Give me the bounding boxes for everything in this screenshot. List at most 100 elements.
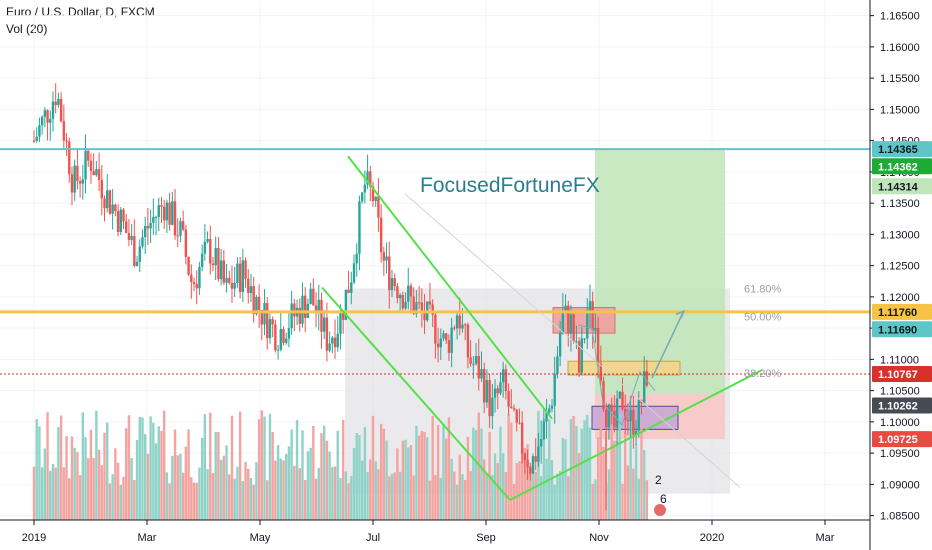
volume-bar — [168, 483, 171, 520]
volume-bar — [65, 436, 68, 520]
candle-body — [496, 388, 499, 394]
volume-bar — [491, 474, 494, 520]
candle-body — [236, 263, 239, 284]
candle-body — [388, 256, 391, 291]
candle-body — [464, 324, 467, 326]
candle-body — [605, 409, 608, 428]
volume-bar — [190, 477, 193, 520]
volume-bar — [507, 414, 510, 520]
candle-body — [515, 409, 518, 423]
candle-body — [106, 190, 109, 209]
price-label: 1.10767 — [872, 365, 932, 382]
badge-top: 2 — [655, 473, 662, 487]
candle-body — [181, 221, 185, 230]
volume-bar — [480, 428, 483, 520]
volume-bar — [385, 440, 388, 520]
candle-body — [127, 232, 131, 240]
candle-body — [442, 333, 445, 339]
y-tick-label: 1.10000 — [880, 417, 920, 429]
resistance-box — [567, 360, 681, 376]
candle-body — [569, 314, 573, 334]
volume-bar — [618, 414, 621, 520]
volume-bar — [561, 437, 565, 520]
volume-bar — [219, 459, 223, 520]
candle-body — [206, 239, 209, 242]
x-tick-label: May — [250, 532, 271, 544]
candle-body — [626, 419, 630, 422]
volume-bar — [114, 448, 117, 520]
x-tick-label: Nov — [589, 532, 609, 544]
price-label-bg — [872, 431, 932, 448]
volume-bar — [423, 432, 426, 520]
y-tick-label: 1.15500 — [880, 73, 920, 85]
candle-body — [352, 263, 356, 283]
candle-body — [92, 171, 95, 176]
price-label-bg — [872, 141, 932, 158]
volume-bar — [49, 470, 52, 520]
volume-bar — [412, 475, 415, 520]
candle-body — [57, 98, 60, 105]
candle-body — [276, 349, 280, 351]
price-label: 1.11690 — [872, 321, 932, 338]
volume-bar — [133, 479, 136, 520]
volume-bar — [472, 427, 475, 520]
x-tick-label: Mar — [138, 532, 157, 544]
volume-bar — [550, 460, 554, 520]
volume-bar — [398, 471, 402, 520]
y-tick-label: 1.16500 — [880, 11, 920, 23]
candle-body — [301, 295, 304, 324]
volume-bar — [469, 471, 472, 520]
candle-body — [491, 397, 494, 417]
candle-body — [317, 299, 320, 313]
candle-body — [534, 456, 537, 462]
candle-body — [328, 343, 331, 351]
candle-body — [184, 229, 188, 257]
candle-body — [108, 190, 112, 214]
price-label: 1.11760 — [872, 303, 932, 320]
volume-bar — [393, 472, 396, 520]
volume-bar — [553, 484, 556, 520]
volume-bar — [596, 437, 600, 520]
volume-bar — [81, 412, 85, 520]
candle-body — [472, 363, 475, 365]
volume-bar — [135, 439, 139, 520]
candle-body — [249, 286, 253, 294]
candle-body — [634, 430, 638, 435]
candle-body — [162, 206, 166, 221]
volume-bar — [556, 473, 559, 520]
candle-body — [423, 310, 426, 321]
candle-body — [564, 305, 567, 311]
volume-bar — [154, 443, 158, 520]
volume-bar — [198, 467, 201, 520]
volume-bar — [214, 431, 217, 520]
volume-bar — [301, 430, 304, 520]
price-label-text: 1.14365 — [878, 144, 918, 156]
price-label-bg — [872, 321, 932, 338]
volume-bar — [510, 422, 513, 520]
price-label-bg — [872, 178, 932, 195]
candle-body — [469, 357, 472, 364]
volume-bar — [526, 444, 529, 520]
volume-bar — [179, 453, 182, 520]
candle-body — [371, 186, 375, 202]
volume-bar — [317, 467, 320, 520]
candle-body — [222, 260, 226, 283]
volume-bar — [325, 440, 329, 520]
volume-bar — [38, 426, 41, 520]
candle-body — [255, 296, 258, 315]
price-label-bg — [872, 158, 932, 175]
candle-body — [225, 277, 228, 283]
volume-bar — [610, 416, 613, 520]
volume-bar — [322, 425, 326, 520]
candle-body — [396, 286, 399, 299]
volume-bar — [84, 436, 87, 520]
candle-body — [238, 263, 242, 292]
volume-bar — [200, 437, 204, 520]
candle-body — [252, 286, 255, 315]
candle-body — [171, 201, 174, 225]
candle-body — [125, 221, 128, 233]
x-tick-label: 2019 — [22, 532, 46, 544]
volume-bar — [106, 422, 109, 520]
candle-body — [81, 179, 85, 184]
